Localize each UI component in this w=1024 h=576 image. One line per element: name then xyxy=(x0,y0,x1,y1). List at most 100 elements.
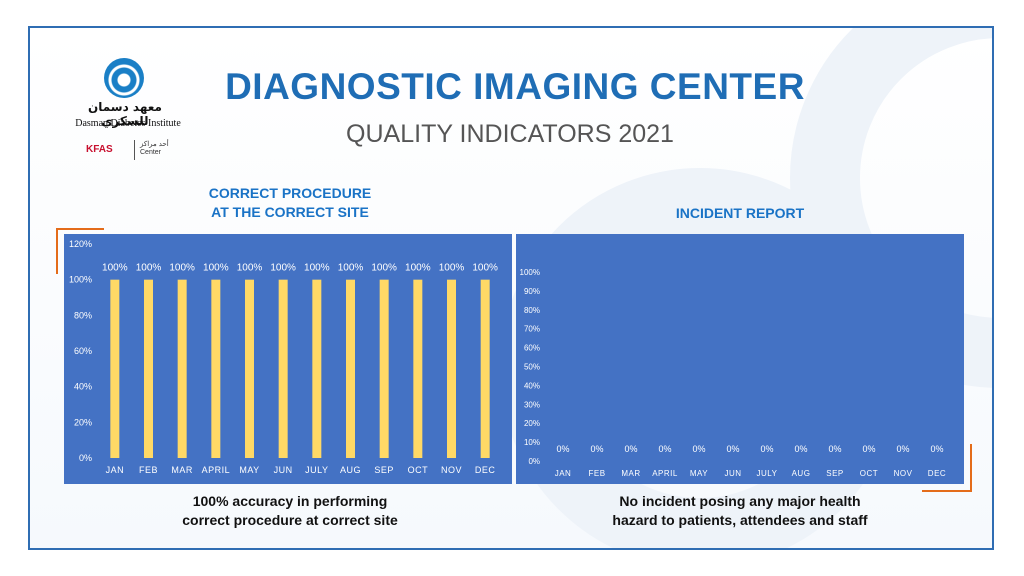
data-label: 100% xyxy=(338,263,364,274)
data-label: 100% xyxy=(136,263,162,274)
x-tick-label: DEC xyxy=(475,465,496,475)
y-tick-label: 60% xyxy=(74,346,92,356)
kfas-center-label: أحد مراكز Center xyxy=(140,141,169,157)
x-tick-label: JULY xyxy=(757,469,778,478)
left-chart-panel: 0% 20% 40% 60% 80% 100% 120% 100% JAN 100% FEB 100%… xyxy=(64,234,512,484)
left-bar-chart: 0% 20% 40% 60% 80% 100% 120% 100% JAN 100% FEB 100%… xyxy=(69,239,498,475)
y-tick-label: 80% xyxy=(74,310,92,320)
data-label: 0% xyxy=(726,444,739,454)
data-label: 0% xyxy=(828,444,841,454)
left-chart-title-line: CORRECT PROCEDURE xyxy=(208,185,372,201)
y-tick-label: 20% xyxy=(74,417,92,427)
x-tick-label: OCT xyxy=(860,469,878,478)
institute-logo: معهد دسمان للسكري Dasman Diabetes Instit… xyxy=(70,58,190,178)
data-label: 100% xyxy=(405,263,431,274)
x-tick-label: SEP xyxy=(826,469,844,478)
x-tick-label: JAN xyxy=(555,469,572,478)
data-bar xyxy=(211,279,221,458)
y-tick-label: 70% xyxy=(524,325,540,334)
kfas-label: KFAS xyxy=(86,144,113,155)
left-chart-title-line: AT THE CORRECT SITE xyxy=(211,204,369,220)
data-label: 0% xyxy=(930,444,943,454)
left-chart-title: CORRECT PROCEDURE AT THE CORRECT SITE xyxy=(150,184,430,222)
data-label: 0% xyxy=(794,444,807,454)
data-bar xyxy=(177,279,187,458)
data-label: 100% xyxy=(472,263,498,274)
data-label: 100% xyxy=(102,263,128,274)
y-tick-label: 40% xyxy=(74,382,92,392)
data-bar xyxy=(144,279,153,458)
data-label: 0% xyxy=(760,444,773,454)
x-tick-label: MAR xyxy=(621,469,640,478)
data-label: 100% xyxy=(304,263,330,274)
y-tick-label: 30% xyxy=(524,400,540,409)
data-label: 100% xyxy=(270,263,296,274)
right-caption-line: hazard to patients, attendees and staff xyxy=(612,512,868,528)
x-tick-label: JULY xyxy=(305,465,328,475)
y-tick-label: 50% xyxy=(524,363,540,372)
logo-english-name: Dasman Diabetes Institute xyxy=(75,118,181,129)
kfas-logo: KFAS أحد مراكز Center xyxy=(76,136,186,162)
corner-accent-right xyxy=(970,444,972,492)
x-tick-label: MAY xyxy=(690,469,708,478)
data-label: 0% xyxy=(692,444,705,454)
right-bar-chart: 0% 10% 20% 30% 40% 50% 60% 70% 80% 90% 100% 0% JAN 0%… xyxy=(520,268,946,478)
y-tick-label: 80% xyxy=(524,306,540,315)
right-caption-line: No incident posing any major health xyxy=(619,493,861,509)
corner-accent-bottom xyxy=(922,490,972,492)
y-tick-label: 20% xyxy=(524,419,540,428)
x-tick-label: JUN xyxy=(724,469,741,478)
kfas-center-arabic: أحد مراكز xyxy=(140,141,169,148)
swirl-logo-icon xyxy=(104,58,144,98)
page-title: DIAGNOSTIC IMAGING CENTER xyxy=(225,66,805,107)
kfas-center-english: Center xyxy=(140,149,162,156)
x-tick-label: MAR xyxy=(171,465,193,475)
data-bar xyxy=(245,279,254,458)
x-tick-label: OCT xyxy=(408,465,429,475)
logo-arabic-name: معهد دسمان للسكري xyxy=(88,100,162,128)
x-tick-label: MAY xyxy=(239,465,259,475)
y-tick-label: 0% xyxy=(79,453,92,463)
data-bar xyxy=(480,279,490,458)
corner-accent-top xyxy=(56,228,104,230)
data-label: 100% xyxy=(203,263,229,274)
data-label: 100% xyxy=(439,263,465,274)
x-tick-label: DEC xyxy=(928,469,946,478)
right-chart-title: INCIDENT REPORT xyxy=(675,205,805,221)
x-tick-label: FEB xyxy=(139,465,158,475)
data-bar xyxy=(447,279,456,458)
x-tick-label: NOV xyxy=(894,469,913,478)
x-tick-label: JUN xyxy=(274,465,293,475)
data-label: 0% xyxy=(896,444,909,454)
data-label: 0% xyxy=(556,444,569,454)
right-chart-caption: No incident posing any major health haza… xyxy=(560,492,920,530)
data-label: 100% xyxy=(237,263,263,274)
right-chart-panel: 0% 10% 20% 30% 40% 50% 60% 70% 80% 90% 100% 0% JAN 0%… xyxy=(516,234,964,484)
y-tick-label: 120% xyxy=(69,239,92,249)
data-bar xyxy=(278,279,288,458)
left-caption-line: 100% accuracy in performing xyxy=(192,493,388,509)
left-chart-caption: 100% accuracy in performing correct proc… xyxy=(120,492,460,530)
data-label: 0% xyxy=(624,444,637,454)
corner-accent-left xyxy=(56,228,58,274)
y-tick-label: 100% xyxy=(520,268,540,277)
y-tick-label: 0% xyxy=(528,457,540,466)
data-label: 100% xyxy=(371,263,397,274)
y-tick-label: 90% xyxy=(524,287,540,296)
data-label: 100% xyxy=(169,263,195,274)
data-bar xyxy=(413,279,423,458)
left-caption-line: correct procedure at correct site xyxy=(182,512,398,528)
data-bar xyxy=(379,279,389,458)
x-tick-label: APRIL xyxy=(202,465,231,475)
y-tick-label: 60% xyxy=(524,344,540,353)
data-bar xyxy=(312,279,322,458)
y-tick-label: 100% xyxy=(69,275,92,285)
data-label: 0% xyxy=(658,444,671,454)
page-subtitle: QUALITY INDICATORS 2021 xyxy=(346,120,674,148)
x-tick-label: NOV xyxy=(441,465,462,475)
y-tick-label: 10% xyxy=(524,438,540,447)
logo-divider xyxy=(134,140,135,160)
data-bar xyxy=(110,279,120,458)
data-bar xyxy=(346,279,355,458)
x-tick-label: FEB xyxy=(588,469,605,478)
